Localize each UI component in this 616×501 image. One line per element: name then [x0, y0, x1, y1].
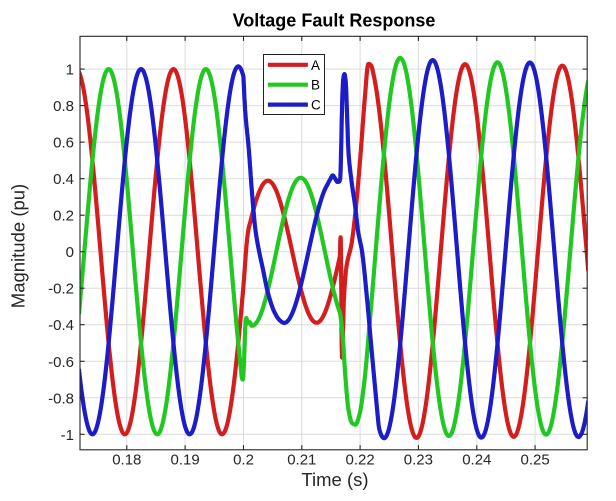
svg-text:0.2: 0.2	[233, 452, 254, 469]
svg-text:0: 0	[66, 244, 74, 261]
svg-text:-0.2: -0.2	[48, 281, 74, 298]
svg-text:Time (s): Time (s)	[301, 469, 368, 490]
svg-text:0.19: 0.19	[170, 452, 199, 469]
svg-text:-0.4: -0.4	[48, 317, 74, 334]
svg-text:1: 1	[66, 62, 74, 79]
svg-text:A: A	[311, 58, 320, 73]
svg-text:-0.6: -0.6	[48, 354, 74, 371]
svg-text:0.2: 0.2	[53, 208, 74, 225]
svg-text:0.6: 0.6	[53, 135, 74, 152]
svg-text:0.23: 0.23	[404, 452, 433, 469]
svg-text:B: B	[311, 78, 320, 93]
svg-text:0.24: 0.24	[462, 452, 491, 469]
svg-text:0.18: 0.18	[112, 452, 141, 469]
svg-text:0.22: 0.22	[345, 452, 374, 469]
svg-text:0.25: 0.25	[520, 452, 549, 469]
svg-text:-0.8: -0.8	[48, 390, 74, 407]
svg-text:0.4: 0.4	[53, 171, 74, 188]
svg-text:Magnitude (pu): Magnitude (pu)	[8, 184, 29, 308]
svg-text:0.8: 0.8	[53, 98, 74, 115]
svg-text:-1: -1	[61, 427, 74, 444]
svg-text:Voltage Fault Response: Voltage Fault Response	[233, 10, 436, 30]
svg-text:C: C	[311, 98, 321, 113]
svg-text:0.21: 0.21	[287, 452, 316, 469]
